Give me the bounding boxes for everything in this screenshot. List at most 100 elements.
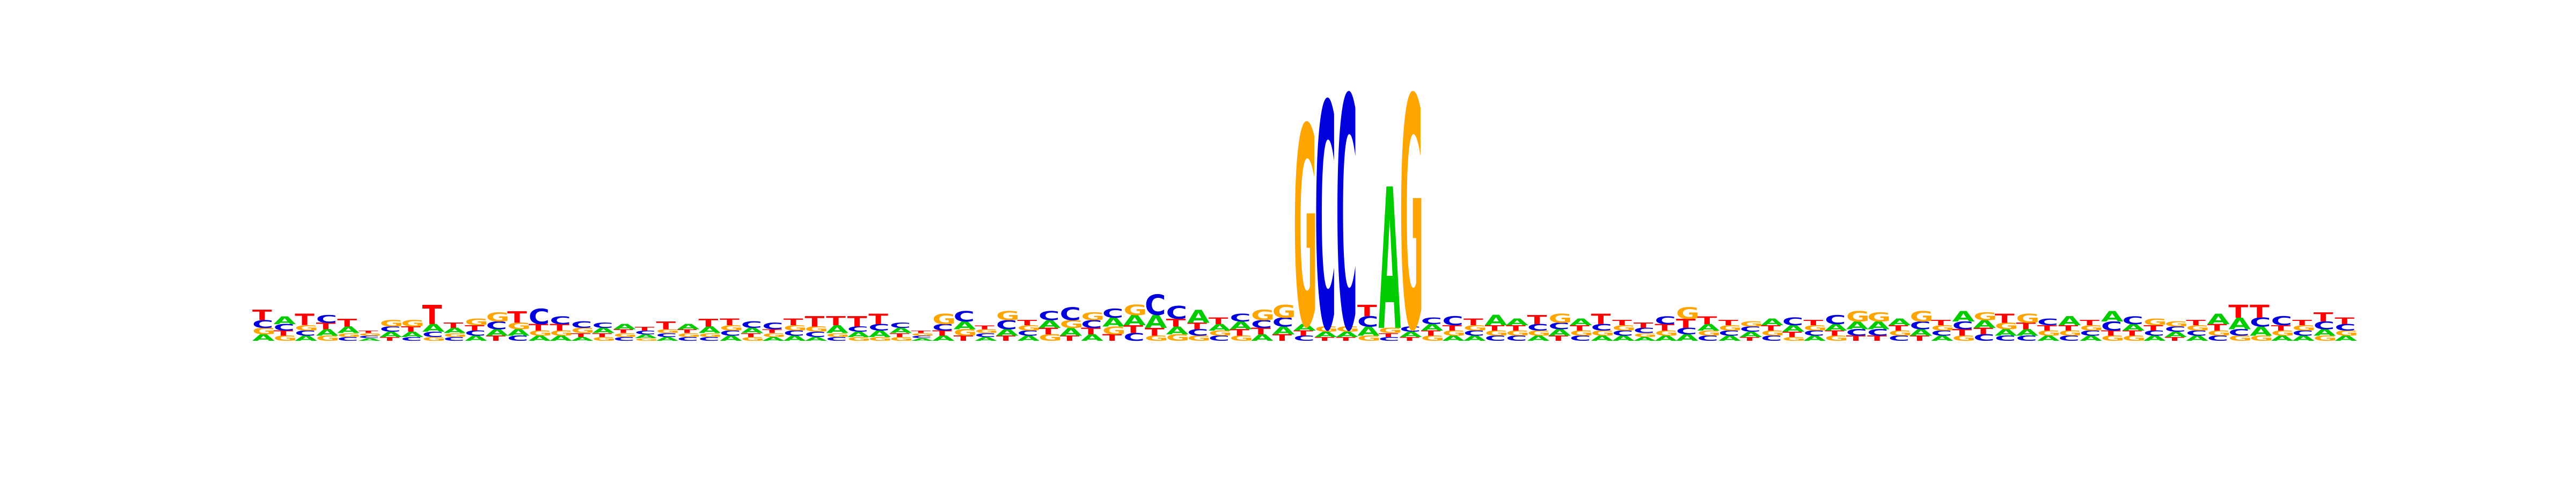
logo-letter-c: C [1952, 319, 1974, 332]
logo-letter-a: A [656, 336, 678, 342]
logo-letter-t: T [2334, 316, 2354, 326]
logo-letter-t: T [677, 328, 698, 334]
logo-letter-g: G [1718, 324, 1742, 332]
logo-letter-t: T [1123, 323, 1143, 335]
logo-letter-c: C [1570, 334, 1591, 342]
logo-letter-g: G [1038, 333, 1062, 343]
logo-letter-g: G [358, 332, 382, 336]
logo-letter-a: A [550, 334, 573, 342]
logo-letter-c: C [2101, 319, 2123, 334]
logo-letter-a: A [252, 333, 275, 343]
logo-letter-a: A [1145, 312, 1167, 332]
logo-letter-a: A [804, 336, 827, 342]
logo-letter-t: T [1166, 317, 1186, 329]
logo-letter-t: T [1209, 316, 1228, 326]
logo-letter-a: A [1761, 317, 1783, 327]
logo-letter-a: A [613, 323, 636, 331]
logo-letter-g: G [847, 336, 871, 342]
logo-letter-a: A [1166, 325, 1189, 337]
logo-letter-g: G [826, 332, 850, 338]
logo-letter-g: G [1123, 302, 1147, 318]
logo-letter-c: C [954, 309, 975, 325]
logo-letter-a: A [1421, 323, 1444, 333]
logo-letter-a: A [890, 327, 913, 335]
logo-letter-t: T [1804, 319, 1824, 327]
logo-letter-c: C [1867, 328, 1889, 338]
logo-letter-c: C [1973, 333, 1995, 343]
logo-letter-a: A [2165, 331, 2188, 339]
logo-letter-t: T [1889, 324, 1908, 332]
logo-letter-c: C [1655, 314, 1676, 326]
logo-letter-t: T [337, 317, 357, 329]
logo-letter-g: G [465, 317, 488, 327]
logo-letter-c: C [571, 320, 592, 330]
logo-letter-c: C [847, 325, 869, 333]
logo-letter-c: C [1209, 334, 1230, 342]
logo-letter-a: A [1846, 319, 1869, 332]
logo-letter-a: A [1591, 334, 1614, 342]
logo-letter-t: T [1038, 326, 1058, 336]
logo-letter-c: C [1506, 334, 1527, 342]
logo-letter-g: G [380, 319, 404, 329]
letter-stacks: AGCTGTCAACGTGATCCGATACGTTACGCATGGCATCGAT… [252, 33, 2359, 402]
logo-letter-g: G [868, 336, 892, 342]
logo-letter-c: C [1846, 328, 1868, 338]
logo-letter-g: G [1081, 310, 1104, 323]
logo-letter-g: G [1655, 330, 1678, 338]
logo-letter-a: A [443, 327, 466, 335]
logo-letter-t: T [2080, 319, 2099, 327]
logo-letter-a: A [1506, 317, 1528, 327]
logo-letter-t: T [571, 332, 591, 338]
logo-letter-c: C [1825, 313, 1846, 327]
logo-letter-c: C [486, 319, 508, 332]
logo-letter-g: G [1612, 324, 1636, 332]
logo-letter-c: C [699, 336, 720, 342]
logo-letter-t: T [550, 323, 569, 333]
logo-letter-c: C [784, 330, 805, 338]
logo-letter-a: A [2186, 334, 2209, 342]
logo-letter-c: C [890, 321, 911, 330]
logo-letter-a: A [2334, 334, 2358, 342]
logo-letter-g: G [1251, 307, 1275, 323]
logo-letter-c: C [337, 336, 358, 342]
logo-letter-g: G [2250, 334, 2273, 342]
logo-letter-a: A [954, 319, 976, 332]
logo-letter-g: G [1952, 334, 1976, 342]
logo-letter-a: A [2016, 328, 2038, 338]
logo-letter-a: A [2037, 334, 2060, 342]
logo-letter-g: G [1272, 302, 1296, 322]
logo-letter-g: G [954, 328, 977, 338]
logo-letter-g: G [1889, 330, 1912, 338]
logo-letter-c: C [1400, 325, 1421, 333]
logo-letter-t: T [1782, 331, 1802, 339]
logo-letter-t: T [443, 321, 463, 330]
logo-letter-c: C [2016, 334, 2037, 342]
logo-letter-g: G [996, 309, 1020, 323]
logo-letter-t: T [1867, 334, 1887, 342]
logo-letter-c: C [1315, 41, 1336, 400]
logo-letter-a: A [720, 334, 743, 342]
logo-letter-g: G [550, 330, 573, 338]
logo-letter-c: C [380, 325, 401, 333]
logo-letter-t: T [2228, 302, 2248, 322]
logo-letter-a: A [635, 333, 657, 339]
logo-letter-g: G [890, 336, 913, 342]
logo-letter-a: A [358, 338, 381, 342]
logo-letter-g: G [1421, 334, 1445, 342]
logo-letter-c: C [1421, 316, 1443, 326]
logo-letter-g: G [2334, 330, 2358, 338]
logo-letter-a: A [1867, 319, 1890, 332]
logo-letter-t: T [1187, 321, 1207, 332]
logo-letter-g: G [507, 321, 531, 332]
logo-letter-t: T [720, 317, 740, 327]
logo-letter-t: T [295, 311, 314, 330]
logo-letter-a: A [1718, 334, 1741, 342]
logo-letter-a: A [1931, 334, 1954, 342]
logo-letter-a: A [1909, 328, 1932, 338]
logo-letter-g: G [571, 327, 595, 335]
logo-letter-c: C [1272, 315, 1294, 330]
logo-letter-t: T [1846, 334, 1866, 342]
logo-letter-g: G [1591, 330, 1615, 338]
logo-letter-g: G [2059, 330, 2082, 338]
